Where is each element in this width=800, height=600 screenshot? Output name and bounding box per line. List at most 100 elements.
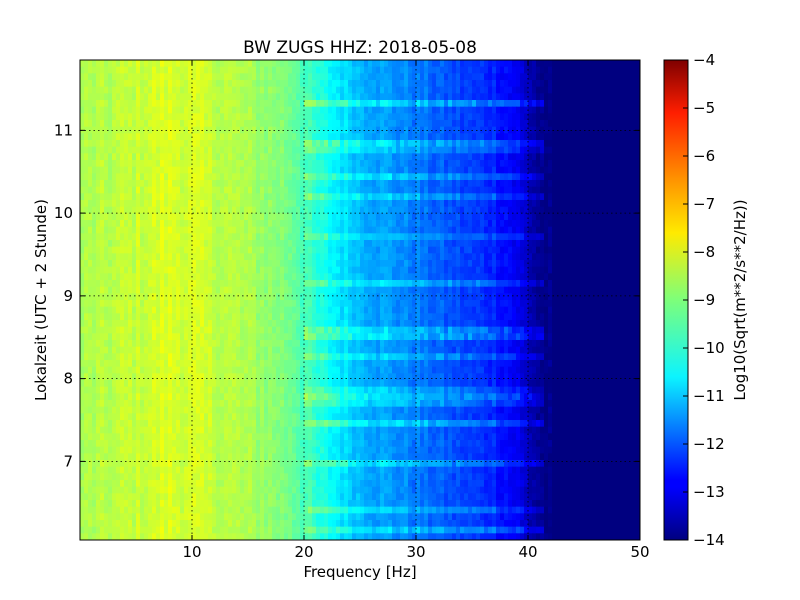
heatmap-cell (192, 180, 197, 188)
heatmap-cell (276, 140, 281, 148)
heatmap-cell (332, 113, 337, 121)
heatmap-cell (332, 220, 337, 228)
heatmap-cell (456, 80, 461, 88)
heatmap-cell (160, 213, 165, 221)
heatmap-cell (436, 206, 441, 214)
heatmap-cell (404, 286, 409, 294)
heatmap-cell (224, 213, 229, 221)
heatmap-cell (484, 100, 489, 108)
heatmap-cell (112, 93, 117, 101)
heatmap-cell (328, 200, 333, 208)
heatmap-cell (336, 93, 341, 101)
heatmap-cell (200, 66, 205, 74)
heatmap-cell (188, 60, 193, 68)
heatmap-cell (448, 166, 453, 174)
heatmap-cell (132, 166, 137, 174)
heatmap-cell (260, 220, 265, 228)
heatmap-cell (488, 213, 493, 221)
heatmap-cell (128, 120, 133, 128)
heatmap-cell (104, 60, 109, 68)
heatmap-cell (304, 66, 309, 74)
heatmap-cell (204, 260, 209, 268)
heatmap-cell (484, 246, 489, 254)
heatmap-cell (364, 233, 369, 241)
heatmap-cell (568, 140, 573, 148)
heatmap-cell (392, 293, 397, 301)
heatmap-cell (408, 86, 413, 94)
heatmap-cell (120, 173, 125, 181)
heatmap-cell (224, 80, 229, 88)
heatmap-cell (612, 146, 617, 154)
heatmap-cell (580, 186, 585, 194)
heatmap-cell (188, 246, 193, 254)
heatmap-cell (308, 246, 313, 254)
heatmap-cell (248, 213, 253, 221)
heatmap-cell (288, 173, 293, 181)
heatmap-cell (580, 80, 585, 88)
heatmap-cell (440, 113, 445, 121)
heatmap-cell (368, 220, 373, 228)
heatmap-cell (196, 66, 201, 74)
heatmap-cell (164, 66, 169, 74)
heatmap-cell (568, 106, 573, 114)
heatmap-cell (172, 133, 177, 141)
heatmap-cell (288, 153, 293, 161)
heatmap-cell (368, 106, 373, 114)
heatmap-cell (164, 266, 169, 274)
heatmap-cell (200, 60, 205, 68)
heatmap-cell (348, 246, 353, 254)
heatmap-cell (480, 80, 485, 88)
heatmap-cell (632, 146, 637, 154)
heatmap-cell (340, 240, 345, 248)
heatmap-cell (476, 140, 481, 148)
heatmap-cell (324, 80, 329, 88)
heatmap-cell (388, 193, 393, 201)
heatmap-cell (580, 213, 585, 221)
heatmap-cell (440, 80, 445, 88)
heatmap-cell (580, 86, 585, 94)
heatmap-cell (308, 180, 313, 188)
heatmap-cell (328, 100, 333, 108)
heatmap-cell (336, 206, 341, 214)
heatmap-cell (348, 166, 353, 174)
heatmap-cell (488, 253, 493, 261)
heatmap-cell (628, 200, 633, 208)
heatmap-cell (308, 253, 313, 261)
heatmap-cell (280, 86, 285, 94)
heatmap-cell (92, 133, 97, 141)
heatmap-cell (156, 293, 161, 301)
heatmap-cell (600, 240, 605, 248)
heatmap-cell (412, 200, 417, 208)
heatmap-cell (148, 186, 153, 194)
heatmap-cell (508, 213, 513, 221)
heatmap-cell (600, 86, 605, 94)
heatmap-cell (204, 246, 209, 254)
heatmap-cell (320, 200, 325, 208)
heatmap-cell (516, 253, 521, 261)
heatmap-cell (416, 133, 421, 141)
heatmap-cell (276, 246, 281, 254)
heatmap-cell (236, 140, 241, 148)
heatmap-cell (128, 73, 133, 81)
heatmap-cell (348, 266, 353, 274)
heatmap-cell (576, 233, 581, 241)
heatmap-cell (396, 193, 401, 201)
heatmap-cell (296, 113, 301, 121)
heatmap-cell (96, 206, 101, 214)
heatmap-cell (332, 86, 337, 94)
heatmap-cell (288, 280, 293, 288)
heatmap-cell (472, 126, 477, 134)
heatmap-cell (516, 93, 521, 101)
heatmap-cell (388, 66, 393, 74)
heatmap-cell (348, 100, 353, 108)
heatmap-cell (324, 146, 329, 154)
heatmap-cell (444, 113, 449, 121)
heatmap-cell (536, 193, 541, 201)
heatmap-cell (500, 200, 505, 208)
heatmap-cell (188, 200, 193, 208)
heatmap-cell (396, 73, 401, 81)
heatmap-cell (516, 173, 521, 181)
heatmap-cell (524, 206, 529, 214)
heatmap-cell (296, 260, 301, 268)
heatmap-cell (212, 160, 217, 168)
